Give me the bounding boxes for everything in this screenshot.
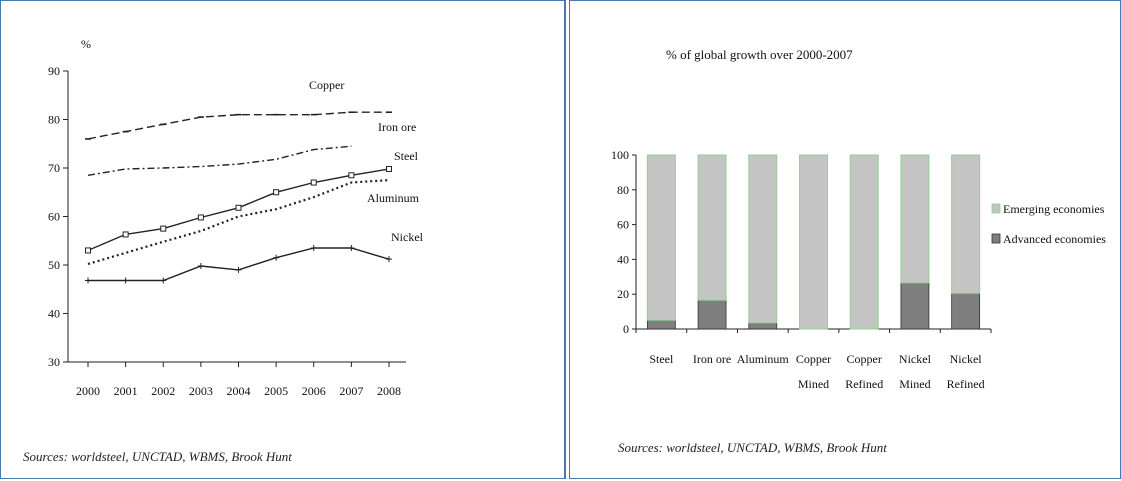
x-tick-label: 2003 <box>189 384 213 398</box>
series-line-nickel <box>88 247 390 282</box>
data-point-nickel <box>85 277 91 284</box>
bar-emerging-copper-mined <box>799 154 828 330</box>
y-tick-label: 40 <box>48 307 60 321</box>
y-tick-label: 100 <box>611 148 629 162</box>
x-tick-label: 2001 <box>114 384 138 398</box>
x-category-label: Steel <box>649 352 674 366</box>
x-category-label: Nickel <box>950 352 983 366</box>
right-source-note: Sources: worldsteel, UNCTAD, WBMS, Brook… <box>618 440 887 455</box>
bar-advanced-aluminum <box>748 322 778 330</box>
data-point-steel <box>197 214 204 221</box>
x-tick-label: 2005 <box>264 384 288 398</box>
data-point-nickel <box>160 277 167 284</box>
bar-emerging-nickel-mined <box>900 154 930 284</box>
data-point-nickel <box>386 256 392 263</box>
series-label-aluminum: Aluminum <box>367 191 420 205</box>
series-line-aluminum <box>87 179 390 266</box>
y-axis-unit-label: % <box>81 37 91 51</box>
x-category-label: Refined <box>947 377 985 391</box>
y-tick-label: 50 <box>48 258 60 272</box>
bar-emerging-aluminum <box>748 154 778 324</box>
bar-emerging-steel <box>646 154 676 321</box>
y-tick-label: 70 <box>48 161 60 175</box>
bar-emerging-nickel-refined <box>951 154 981 294</box>
x-category-label: Iron ore <box>693 352 731 366</box>
x-category-label: Refined <box>845 377 883 391</box>
x-tick-label: 2008 <box>377 384 401 398</box>
legend-swatch-emerging-economies <box>991 203 1001 214</box>
y-tick-label: 30 <box>48 355 60 369</box>
data-point-steel <box>160 225 167 232</box>
bar-advanced-nickel-mined <box>900 282 930 330</box>
bar-advanced-steel <box>646 319 676 330</box>
data-point-nickel <box>122 277 129 284</box>
bar-emerging-iron-ore <box>697 154 727 301</box>
series-label-nickel: Nickel <box>391 230 424 244</box>
data-point-nickel <box>235 266 242 273</box>
data-point-steel <box>85 247 91 254</box>
x-tick-label: 2007 <box>339 384 363 398</box>
bar-chart-title: % of global growth over 2000-2007 <box>666 47 853 62</box>
data-point-nickel <box>273 254 280 261</box>
y-tick-label: 20 <box>617 287 629 301</box>
left-chart-panel: % 30 40 50 60 70 80 90 2000 2001 2002 2003 2004 2005 2… <box>0 0 566 479</box>
data-point-nickel <box>348 245 355 252</box>
x-tick-label: 2006 <box>302 384 326 398</box>
data-point-steel <box>122 231 129 238</box>
global-growth-bar-chart: % of global growth over 2000-2007 0 20 40 60… <box>611 47 1106 391</box>
y-tick-label: 80 <box>617 183 629 197</box>
y-tick-label: 40 <box>617 252 629 266</box>
x-category-label: Copper <box>847 352 882 366</box>
series-line-copper <box>87 111 389 140</box>
x-category-label: Mined <box>899 377 930 391</box>
left-source-note: Sources: worldsteel, UNCTAD, WBMS, Brook… <box>23 449 292 464</box>
x-tick-label: 2004 <box>227 384 251 398</box>
x-tick-label: 2002 <box>151 384 175 398</box>
data-point-steel <box>386 165 392 172</box>
data-point-nickel <box>197 262 204 269</box>
legend-swatch-advanced-economies <box>991 233 1001 244</box>
bar-emerging-copper-refined <box>849 154 879 330</box>
y-tick-label: 60 <box>617 218 629 232</box>
data-point-steel <box>235 204 242 211</box>
legend-label-advanced-economies: Advanced economies <box>1003 232 1106 246</box>
series-label-copper: Copper <box>309 78 344 92</box>
y-tick-label: 80 <box>48 113 60 127</box>
bar-advanced-iron-ore <box>697 299 727 330</box>
y-tick-label: 90 <box>48 64 60 78</box>
series-line-iron-ore <box>87 145 352 176</box>
x-category-label: Nickel <box>899 352 932 366</box>
right-chart-panel: % of global growth over 2000-2007 0 20 40 60… <box>569 0 1121 479</box>
x-category-label: Copper <box>796 352 831 366</box>
x-category-label: Aluminum <box>737 352 790 366</box>
data-point-steel <box>273 189 280 196</box>
x-tick-label: 2000 <box>76 384 100 398</box>
data-point-nickel <box>310 245 317 252</box>
data-point-steel <box>348 172 355 179</box>
x-category-label: Mined <box>798 377 829 391</box>
y-tick-label: 0 <box>623 322 629 336</box>
y-tick-label: 60 <box>48 210 60 224</box>
bar-advanced-nickel-refined <box>951 292 981 330</box>
data-point-steel <box>310 179 317 186</box>
series-label-iron-ore: Iron ore <box>378 120 416 134</box>
legend-label-emerging-economies: Emerging economies <box>1003 202 1105 216</box>
series-label-steel: Steel <box>394 149 419 163</box>
metals-share-line-chart: % 30 40 50 60 70 80 90 2000 2001 2002 2003 2004 2005 2… <box>48 37 424 398</box>
